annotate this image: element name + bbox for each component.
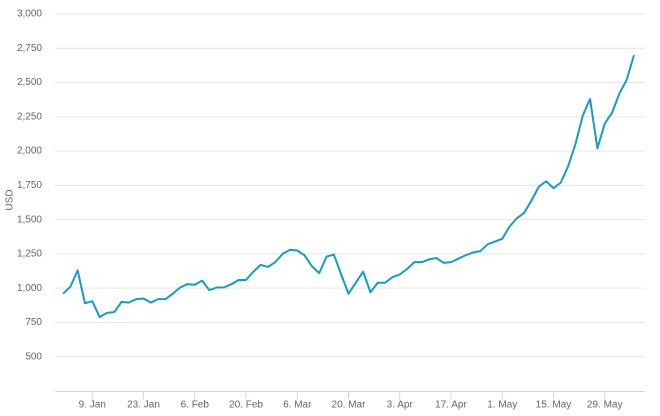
x-tick-label: 29. May [587, 400, 623, 411]
y-tick-label: 2,250 [17, 111, 42, 122]
y-axis-label: USD [5, 189, 16, 210]
y-tick-label: 1,500 [17, 214, 42, 225]
y-tick-label: 2,750 [17, 43, 42, 54]
x-tick-label: 1. May [487, 400, 517, 411]
y-tick-label: 750 [25, 317, 42, 328]
y-tick-label: 500 [25, 351, 42, 362]
y-tick-label: 1,750 [17, 180, 42, 191]
price-line [62, 54, 635, 318]
x-tick-label: 6. Feb [181, 400, 210, 411]
x-tick-label: 3. Apr [387, 400, 414, 411]
x-tick-label: 23. Jan [127, 400, 160, 411]
x-tick-label: 6. Mar [283, 400, 312, 411]
y-tick-label: 2,500 [17, 77, 42, 88]
x-tick-label: 17. Apr [435, 400, 467, 411]
x-tick-label: 9. Jan [79, 400, 106, 411]
x-tick-label: 15. May [536, 400, 572, 411]
x-tick-label: 20. Mar [332, 400, 367, 411]
y-tick-label: 2,000 [17, 146, 42, 157]
y-tick-label: 1,250 [17, 249, 42, 260]
y-tick-label: 3,000 [17, 9, 42, 20]
y-tick-label: 1,000 [17, 283, 42, 294]
x-tick-label: 20. Feb [229, 400, 263, 411]
